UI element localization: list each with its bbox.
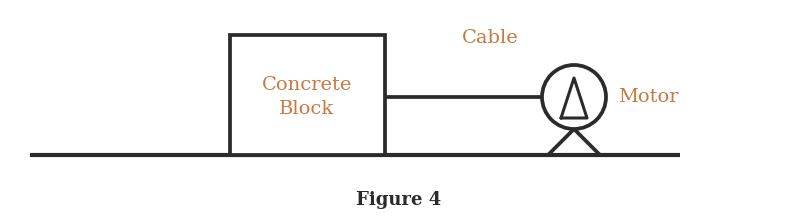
- Ellipse shape: [542, 65, 606, 129]
- Text: Figure 4: Figure 4: [357, 191, 441, 209]
- Text: Concrete
Block: Concrete Block: [262, 76, 352, 118]
- Bar: [230, 35, 385, 155]
- Text: Cable: Cable: [461, 29, 519, 47]
- Text: Motor: Motor: [618, 88, 678, 106]
